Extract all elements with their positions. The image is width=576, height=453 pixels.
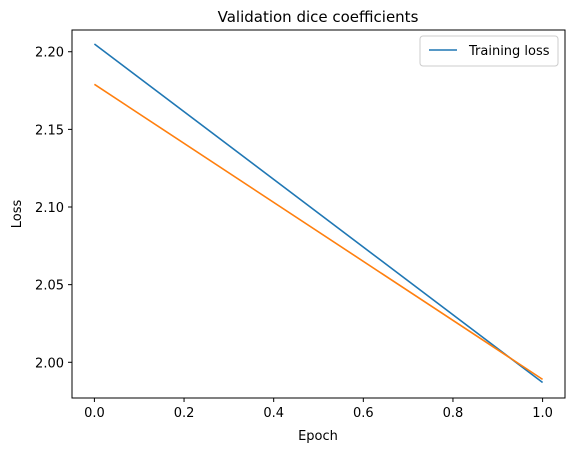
chart-title: Validation dice coefficients [218,8,419,26]
y-tick-label: 2.00 [35,356,64,371]
y-axis-label: Loss [10,200,25,229]
x-tick-label: 0.6 [353,406,374,421]
legend: Training loss [419,35,559,67]
y-tick-label: 2.05 [35,279,64,294]
legend-label-training-loss: Training loss [468,44,550,59]
legend-box [419,35,559,67]
y-tick-label: 2.15 [35,123,64,138]
y-axis-ticks: 2.00 2.05 2.10 2.15 2.20 [35,46,72,371]
series-lines [93,43,544,384]
y-tick-label: 2.10 [35,201,64,216]
plot-area-frame [71,29,566,399]
x-tick-label: 0.4 [263,406,284,421]
x-axis-label: Epoch [298,429,338,444]
series-line-1 [93,43,544,384]
x-tick-label: 0.0 [84,406,105,421]
x-tick-label: 0.2 [174,406,195,421]
series-line-2 [93,83,544,381]
x-tick-label: 1.0 [532,406,553,421]
x-tick-label: 0.8 [443,406,464,421]
y-tick-label: 2.20 [35,46,64,61]
x-axis-ticks: 0.0 0.2 0.4 0.6 0.8 1.0 [84,398,553,421]
